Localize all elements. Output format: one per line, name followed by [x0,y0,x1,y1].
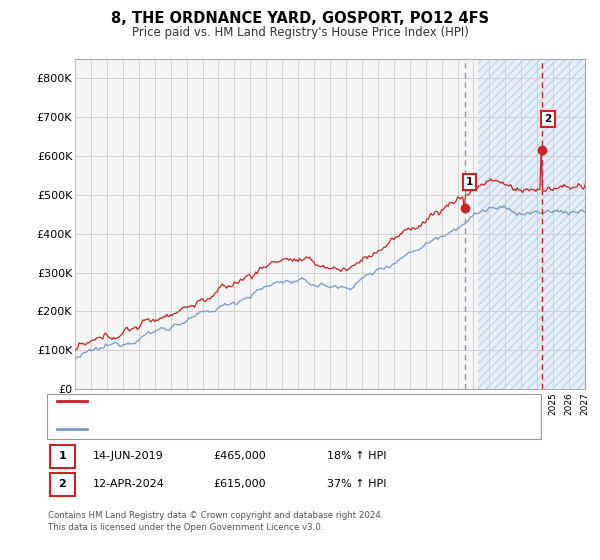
Bar [478,59,593,389]
Text: HPI: Average price, detached house, Gosport: HPI: Average price, detached house, Gosp… [93,424,328,433]
Text: 14-JUN-2019: 14-JUN-2019 [93,451,164,461]
Text: 18% ↑ HPI: 18% ↑ HPI [327,451,386,461]
Text: 37% ↑ HPI: 37% ↑ HPI [327,479,386,489]
Text: £465,000: £465,000 [213,451,266,461]
Text: Contains HM Land Registry data © Crown copyright and database right 2024.
This d: Contains HM Land Registry data © Crown c… [48,511,383,532]
Text: 1: 1 [59,451,66,461]
Text: 8, THE ORDNANCE YARD, GOSPORT, PO12 4FS (detached house): 8, THE ORDNANCE YARD, GOSPORT, PO12 4FS … [93,396,429,405]
Text: 2: 2 [59,479,66,489]
Text: 8, THE ORDNANCE YARD, GOSPORT, PO12 4FS: 8, THE ORDNANCE YARD, GOSPORT, PO12 4FS [111,11,489,26]
Bar [478,59,593,389]
Text: Price paid vs. HM Land Registry's House Price Index (HPI): Price paid vs. HM Land Registry's House … [131,26,469,39]
Text: 1: 1 [466,177,473,187]
Text: 2: 2 [544,114,551,124]
Text: 12-APR-2024: 12-APR-2024 [93,479,165,489]
Text: £615,000: £615,000 [213,479,266,489]
